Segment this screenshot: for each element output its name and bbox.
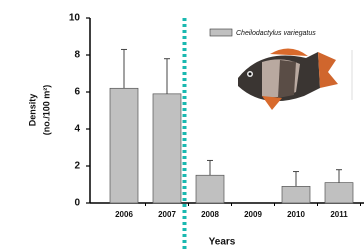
page: {"chart_data": {"type": "bar", "categori… bbox=[0, 0, 364, 250]
bar bbox=[325, 183, 353, 203]
y-tick-label: 6 bbox=[74, 87, 80, 98]
y-tick-label: 2 bbox=[74, 161, 80, 172]
bar bbox=[282, 186, 310, 203]
x-axis-label: Years bbox=[209, 237, 236, 248]
x-tick-label: 2006 bbox=[115, 210, 133, 219]
y-tick-label: 0 bbox=[74, 198, 80, 209]
legend-swatch bbox=[210, 29, 232, 36]
bar bbox=[196, 175, 224, 203]
x-tick-label: 2007 bbox=[158, 210, 176, 219]
x-tick-label: 2011 bbox=[330, 210, 348, 219]
chart: Density (no./100 m²) Years Cheilodactylu… bbox=[0, 0, 364, 250]
bar bbox=[153, 94, 181, 203]
bar bbox=[110, 88, 138, 203]
y-tick-label: 8 bbox=[74, 50, 80, 61]
x-tick-label: 2010 bbox=[287, 210, 305, 219]
y-tick-label: 4 bbox=[74, 124, 80, 135]
x-tick-label: 2009 bbox=[244, 210, 262, 219]
fish-illustration bbox=[238, 48, 338, 110]
x-tick-label: 2008 bbox=[201, 210, 219, 219]
y-tick-label: 10 bbox=[69, 13, 81, 24]
y-axis-label: Density bbox=[27, 94, 37, 127]
legend-label: Cheilodactylus variegatus bbox=[236, 30, 316, 37]
y-axis-label: (no./100 m²) bbox=[41, 85, 51, 136]
